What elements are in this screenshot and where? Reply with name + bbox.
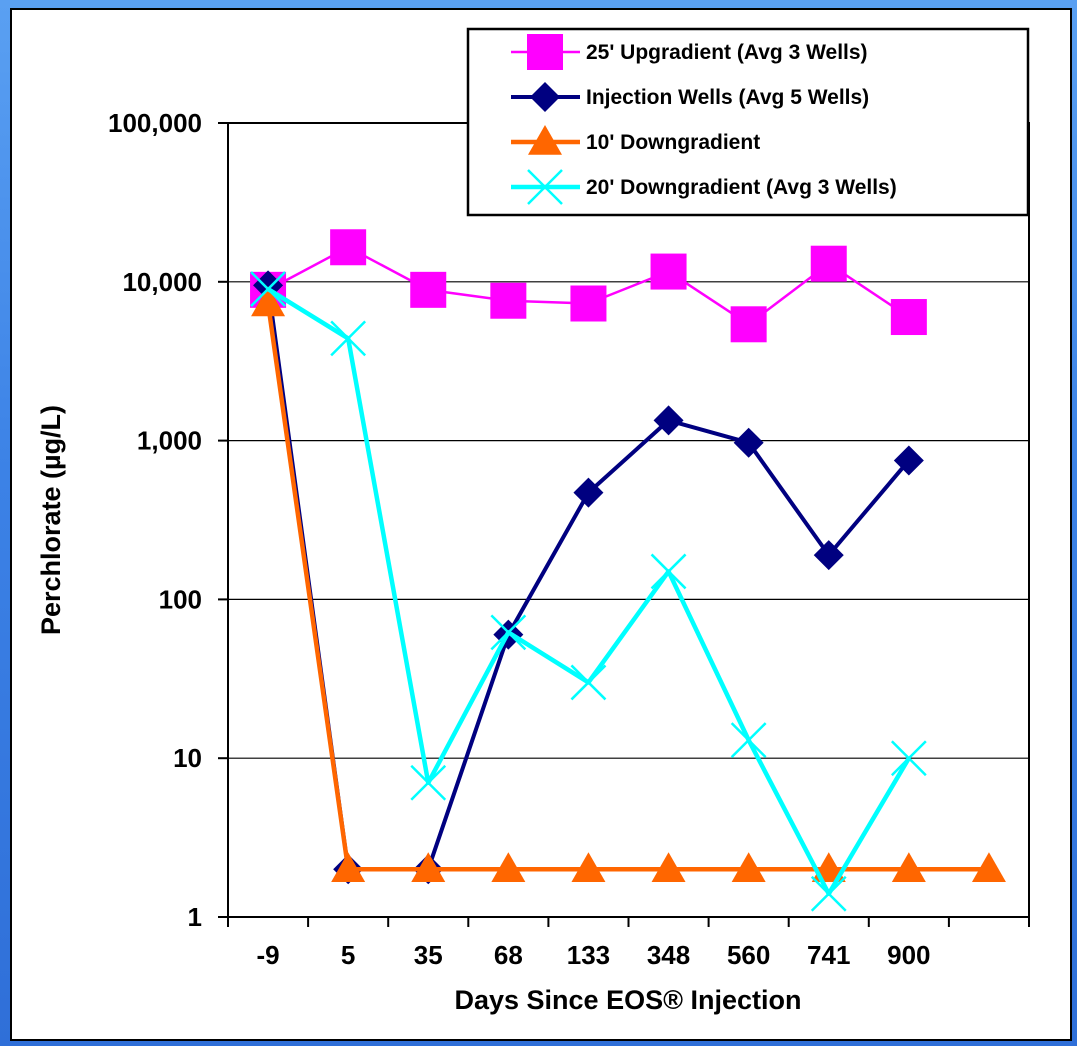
data-point-triangle (731, 852, 766, 882)
chart-frame: 1 10 100 1,000 10,000 100,000 -9 5 35 68 133 348 560… (10, 8, 1072, 1041)
data-point-x (570, 664, 607, 701)
series-group (250, 229, 927, 343)
gridlines (228, 281, 1029, 759)
data-point-square (410, 271, 447, 308)
data-point-x (410, 764, 447, 801)
x-tick-label: 560 (727, 940, 770, 970)
data-point-x-stroke (250, 271, 286, 307)
data-point-diamond (733, 427, 764, 458)
data-point-x-stroke (890, 740, 927, 777)
data-point-x (810, 875, 847, 912)
data-point-triangle (251, 286, 286, 317)
data-point-diamond (653, 405, 684, 436)
y-tick-label: 100,000 (108, 108, 202, 138)
axes: 1 10 100 1,000 10,000 100,000 -9 5 35 68 133 348 560… (108, 108, 1030, 970)
data-point-x (250, 271, 286, 307)
legend-item: 25' Upgradient (Avg 3 Wells) (511, 34, 868, 70)
series-line (266, 287, 911, 897)
data-point-x (330, 320, 367, 357)
series (250, 229, 1006, 912)
data-point-triangle (411, 852, 446, 882)
data-point-diamond (893, 445, 924, 476)
x-tick-label: -9 (256, 940, 279, 970)
data-point-diamond (813, 540, 844, 571)
data-point-triangle (331, 852, 366, 882)
legend-label: 20' Downgradient (Avg 3 Wells) (586, 176, 897, 199)
x-tick-label: 741 (807, 940, 850, 970)
data-point-triangle (891, 852, 926, 882)
data-point-triangle (971, 852, 1006, 882)
data-point-square (650, 253, 687, 290)
data-point-square (730, 306, 767, 343)
data-point-x-stroke (570, 664, 607, 701)
y-tick-label: 10 (173, 743, 202, 773)
data-point-square (330, 229, 367, 266)
chart: 1 10 100 1,000 10,000 100,000 -9 5 35 68 133 348 560… (36, 27, 1030, 1015)
data-point-square (890, 299, 927, 336)
y-tick-label: 1 (188, 902, 202, 932)
data-point-triangle (528, 125, 562, 155)
x-tick-label: 133 (567, 940, 610, 970)
data-point-x (650, 553, 687, 590)
data-point-x-stroke (730, 722, 767, 758)
legend-item: 20' Downgradient (Avg 3 Wells) (511, 169, 897, 205)
series-group (251, 286, 1006, 882)
data-point-diamond (573, 477, 604, 508)
legend-item: Injection Wells (Avg 5 Wells) (511, 82, 869, 112)
data-point-triangle (491, 852, 526, 882)
data-point-x-stroke (810, 875, 847, 912)
x-axis-title: Days Since EOS® Injection (454, 985, 801, 1015)
data-point-diamond (530, 82, 560, 112)
legend-label: Injection Wells (Avg 5 Wells) (586, 86, 869, 109)
data-point-x-stroke (650, 553, 687, 590)
data-point-x (890, 740, 927, 777)
x-tick-label: 900 (887, 940, 930, 970)
legend: 25' Upgradient (Avg 3 Wells) Injection We… (466, 27, 1030, 217)
data-point-x (490, 614, 527, 651)
data-point-triangle (571, 852, 606, 882)
data-point-x (527, 169, 563, 205)
series-line (266, 285, 911, 872)
data-point-x (730, 722, 767, 758)
series-line (265, 303, 989, 872)
y-axis-title: Perchlorate (µg/L) (36, 405, 66, 635)
legend-label: 10' Downgradient (586, 131, 760, 154)
data-point-square (570, 285, 607, 322)
y-tick-label: 100 (159, 584, 202, 614)
data-point-square (490, 282, 527, 319)
series-group (250, 271, 927, 912)
legend-label: 25' Upgradient (Avg 3 Wells) (586, 41, 868, 64)
x-tick-label: 348 (647, 940, 690, 970)
data-point-x-stroke (527, 169, 563, 205)
data-point-x-stroke (490, 614, 527, 651)
data-point-square (810, 245, 847, 282)
x-tick-label: 5 (341, 940, 355, 970)
x-tick-label: 35 (414, 940, 443, 970)
data-point-x-stroke (410, 764, 447, 801)
data-point-square (527, 34, 563, 70)
y-tick-label: 1,000 (137, 426, 202, 456)
data-point-x-stroke (330, 320, 367, 357)
legend-item: 10' Downgradient (511, 125, 760, 155)
x-tick-label: 68 (494, 940, 523, 970)
y-tick-label: 10,000 (122, 267, 202, 297)
data-point-triangle (651, 852, 686, 882)
